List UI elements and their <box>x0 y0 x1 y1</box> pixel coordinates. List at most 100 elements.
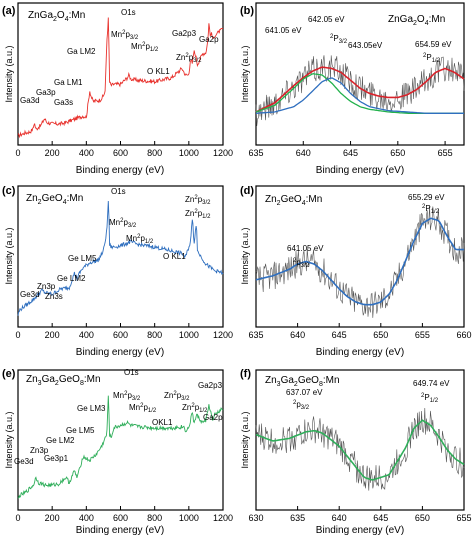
title-text: ZnGa2O4:Mn <box>388 14 445 27</box>
title-text: ZnGa2O4:Mn <box>28 10 85 23</box>
x-tick-label: 655 <box>456 513 471 523</box>
y-axis-label: Intensity (a.u.) <box>240 411 250 468</box>
x-tick-label: 1200 <box>213 513 233 523</box>
fit-curves <box>255 66 465 114</box>
fit-curves <box>255 217 464 306</box>
peak-annotations: O1s Mn2p3/2 Mn2p1/2 Ga2p3 Ga2p Zn2p3/2 O… <box>20 8 219 107</box>
x-tick-label: 1000 <box>179 513 199 523</box>
fit-curve-1 <box>255 217 464 306</box>
x-tick-label: 600 <box>113 513 128 523</box>
y-axis-label: Intensity (a.u.) <box>240 45 250 102</box>
x-tick-label: 400 <box>79 513 94 523</box>
x-ticks: 635 640 645 650 655 660 <box>248 323 472 340</box>
annotation-gelm5: Ge LM5 <box>68 254 97 263</box>
annotation-o1s: O1s <box>121 8 136 17</box>
annotation-mn2p12: Mn2p1/2 <box>131 42 159 53</box>
annotation-zn2p12: Zn2p1/2 <box>182 403 208 414</box>
annotation-641: 641.05 eV <box>265 26 302 35</box>
fit-curve-3 <box>255 77 464 114</box>
peak-annotations: O1s Mn2p3/2 Mn2p1/2 Zn2p3/2 Zn2p1/2 Ga2p… <box>14 368 223 466</box>
chart-title: Zn3Ga2GeO8:Mn <box>265 375 340 388</box>
fit-curve-1 <box>255 419 465 481</box>
annotation-649: 649.74 eV <box>413 379 450 388</box>
annotation-ga3p: Ga3p <box>36 88 56 97</box>
annotation-zn2p32: Zn2p3/2 <box>185 195 211 206</box>
x-tick-label: 650 <box>415 513 430 523</box>
y-axis-label: Intensity (a.u.) <box>4 411 14 468</box>
annotation-643: 643.05eV <box>348 41 383 50</box>
title-text: Zn3Ga2GeO8:Mn <box>26 374 101 387</box>
annotation-2p32: 2p3/2 <box>293 258 310 269</box>
x-axis-label: Binding energy (eV) <box>76 525 164 535</box>
annotation-mn2p32: Mn2p3/2 <box>111 30 139 41</box>
x-tick-label: 1200 <box>213 148 233 158</box>
annotation-2p12: 2P1/2 <box>422 204 440 215</box>
annotation-gelm3: Ge LM3 <box>77 404 106 413</box>
annotation-ge3d: Ge3d <box>14 457 34 466</box>
x-tick-label: 400 <box>79 330 94 340</box>
y-axis-label: Intensity (a.u.) <box>240 227 250 284</box>
x-tick-label: 645 <box>343 148 358 158</box>
raw-data-line <box>255 407 465 491</box>
annotation-mn2p32: Mn2p3/2 <box>113 391 141 402</box>
x-tick-label: 640 <box>296 148 311 158</box>
plot-frame <box>17 185 224 328</box>
x-axis-label: Binding energy (eV) <box>76 347 164 358</box>
annotation-galm2: Ga LM2 <box>67 47 96 56</box>
panel-a: (a) ZnGa2O4:Mn Intensity (a.u.) Binding … <box>2 2 233 176</box>
chart-title: Zn2GeO4:Mn <box>265 194 322 207</box>
x-tick-label: 1000 <box>179 330 199 340</box>
peak-annotations: 637.07 eV 2p3/2 649.74 eV 2P1/2 <box>286 379 450 411</box>
annotation-mn2p12: Mn2p1/2 <box>126 234 154 245</box>
x-tick-label: 630 <box>248 513 263 523</box>
x-tick-label: 640 <box>290 330 305 340</box>
annotation-okl1: O KL1 <box>163 252 186 261</box>
x-axis-label: Binding energy (eV) <box>316 165 404 176</box>
annotation-ge3d: Ge3d <box>20 290 40 299</box>
x-tick-label: 660 <box>456 330 471 340</box>
annotation-ga2p3: Ga2p3 <box>172 29 197 38</box>
annotation-zn2p32: Zn2p3/2 <box>176 53 202 64</box>
fit-curves <box>255 419 465 481</box>
x-tick-label: 645 <box>332 330 347 340</box>
annotation-mn2p32: Mn2p3/2 <box>109 218 137 229</box>
annotation-2p12: 2P1/2 <box>423 53 441 64</box>
x-tick-label: 200 <box>45 513 60 523</box>
annotation-gelm2: Ge LM2 <box>46 436 75 445</box>
panel-d: (d) Zn2GeO4:Mn Intensity (a.u.) Binding … <box>240 185 472 358</box>
annotation-2p32: 2P3/2 <box>330 34 348 45</box>
x-tick-label: 655 <box>415 330 430 340</box>
annotation-zn3p: Zn3p <box>37 282 56 291</box>
annotation-654: 654.59 eV <box>415 40 452 49</box>
panel-label: (c) <box>2 185 16 197</box>
annotation-gelm2: Ge LM2 <box>57 274 86 283</box>
annotation-okl1: O KL1 <box>147 67 170 76</box>
panel-f: (f) Zn3Ga2GeO8:Mn Intensity (a.u.) Bindi… <box>240 368 472 535</box>
peak-annotations: O1s Zn2p3/2 Zn2p1/2 Mn2p3/2 Mn2p1/2 O KL… <box>20 187 211 301</box>
annotation-655: 655.29 eV <box>408 193 445 202</box>
x-tick-label: 645 <box>373 513 388 523</box>
chart-title: ZnGa2O4:Mn <box>388 14 445 27</box>
x-tick-label: 650 <box>373 330 388 340</box>
annotation-2p12: 2P1/2 <box>421 393 439 404</box>
annotation-ge3p1: Ge3p1 <box>44 454 69 463</box>
x-axis-label: Binding energy (eV) <box>76 165 164 176</box>
x-tick-label: 1000 <box>179 148 199 158</box>
x-tick-label: 800 <box>147 513 162 523</box>
x-tick-label: 635 <box>248 330 263 340</box>
survey-spectrum-line <box>17 395 224 499</box>
annotation-mn2p12: Mn2p1/2 <box>129 403 157 414</box>
annotation-637: 637.07 eV <box>286 388 323 397</box>
annotation-ga2p3: Ga2p3 <box>198 381 223 390</box>
annotation-gelm5: Ge LM5 <box>66 426 95 435</box>
x-axis-label: Binding energy (eV) <box>316 347 404 358</box>
x-tick-label: 1200 <box>213 330 233 340</box>
plot-frame <box>255 2 465 146</box>
title-text: Zn2GeO4:Mn <box>26 193 83 206</box>
annotation-zn2p12: Zn2p1/2 <box>185 209 211 220</box>
panel-label: (a) <box>2 5 16 17</box>
annotation-641: 641.05 eV <box>287 244 324 253</box>
peak-annotations: 641.05 eV 642.05 eV 2P3/2 643.05eV 654.5… <box>265 15 452 64</box>
panel-e: (e) Zn3Ga2GeO8:Mn Intensity (a.u.) Bindi… <box>2 368 233 535</box>
chart-title: Zn3Ga2GeO8:Mn <box>26 374 101 387</box>
